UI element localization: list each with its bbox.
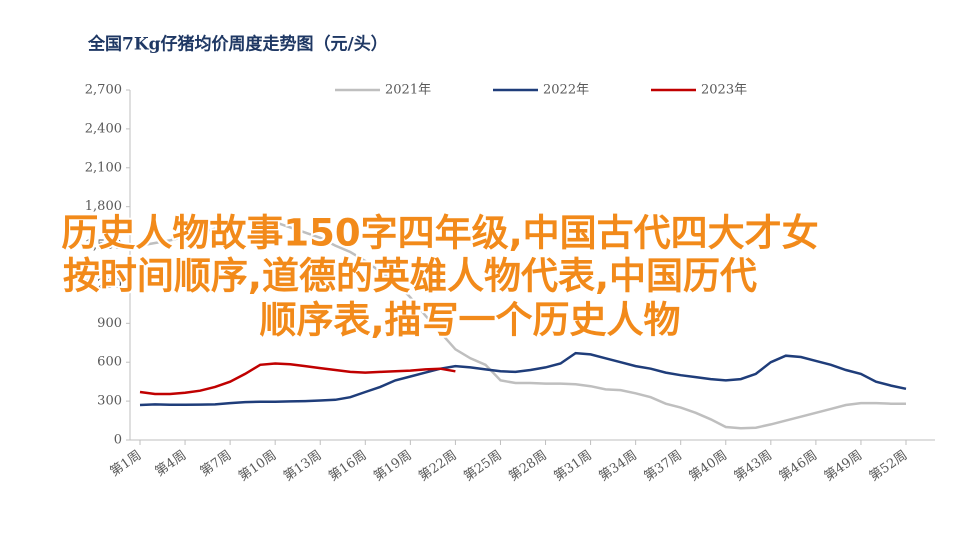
overlay-text: 按时间顺序,道德的英雄人物代表,中国历代 (63, 255, 757, 298)
x-tick-label: 第4周 (153, 448, 190, 480)
x-tick-label: 第16周 (326, 448, 369, 485)
x-tick-label: 第43周 (732, 448, 775, 485)
x-tick-label: 第7周 (198, 448, 235, 480)
x-tick-label: 第40周 (687, 448, 730, 485)
y-tick-label: 2,700 (85, 83, 122, 98)
legend-label: 2021年 (385, 83, 431, 98)
y-tick-label: 2,400 (85, 121, 122, 136)
x-tick-label: 第19周 (371, 448, 414, 485)
y-tick-label: 600 (97, 355, 122, 370)
y-tick-label: 900 (97, 316, 122, 331)
series-line (139, 351, 907, 407)
x-tick-label: 第1周 (108, 448, 145, 480)
y-tick-label: 300 (97, 394, 122, 409)
legend-label: 2023年 (701, 83, 747, 98)
x-tick-label: 第22周 (416, 448, 459, 485)
x-tick-label: 第28周 (506, 448, 549, 485)
x-tick-label: 第31周 (551, 448, 594, 485)
series-line (139, 218, 906, 430)
x-tick-label: 第37周 (642, 448, 685, 485)
x-tick-label: 第52周 (867, 448, 910, 485)
y-tick-label: 2,100 (85, 160, 122, 175)
y-tick-label: 0 (114, 433, 122, 448)
series-line (139, 362, 456, 396)
x-tick-label: 第34周 (596, 448, 639, 485)
y-tick-label: 1,800 (85, 199, 122, 214)
chart-title: 全国7Kg仔猪均价周度走势图（元/头） (87, 34, 388, 55)
legend-label: 2022年 (543, 83, 589, 98)
x-tick-label: 第25周 (461, 448, 504, 485)
x-tick-label: 第46周 (777, 448, 820, 485)
x-tick-label: 第49周 (822, 448, 865, 485)
x-tick-label: 第13周 (281, 448, 324, 485)
overlay-text: 历史人物故事150字四年级,中国古代四大才女 (61, 212, 818, 255)
x-tick-label: 第10周 (236, 448, 279, 485)
y-tick-label: 1,200 (85, 277, 122, 292)
overlay-text: 顺序表,描写一个历史人物 (259, 299, 680, 342)
y-tick-label: 1,500 (85, 238, 122, 253)
